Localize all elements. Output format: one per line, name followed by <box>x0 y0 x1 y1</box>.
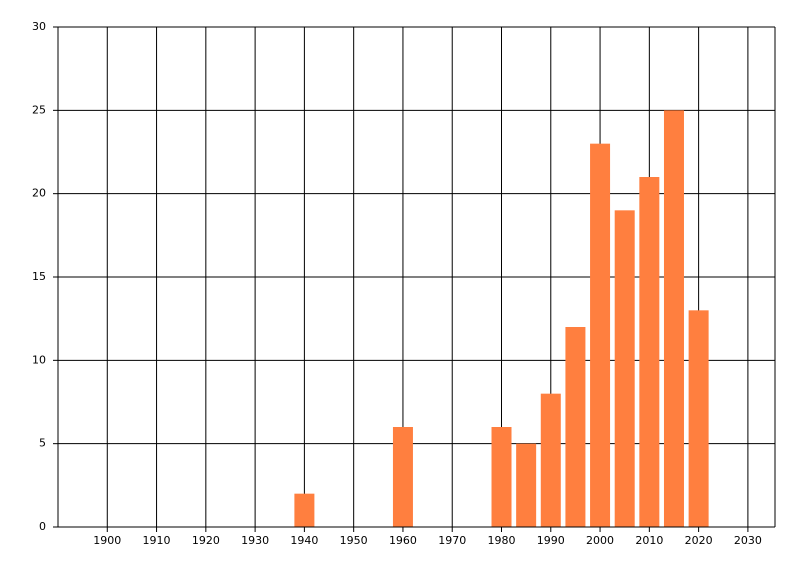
y-tick-label: 15 <box>32 270 46 283</box>
y-tick-label: 10 <box>32 353 46 366</box>
bar <box>614 210 635 528</box>
bar <box>565 327 586 527</box>
x-tick-label: 2010 <box>635 534 663 547</box>
bar <box>663 110 684 527</box>
x-tick-label: 2000 <box>586 534 614 547</box>
y-tick-label: 5 <box>39 437 46 450</box>
x-tick-label: 1920 <box>192 534 220 547</box>
bar <box>590 143 611 527</box>
x-tick-label: 1970 <box>438 534 466 547</box>
x-tick-label: 1930 <box>241 534 269 547</box>
bar <box>540 393 561 527</box>
y-tick-label: 25 <box>32 103 46 116</box>
x-tick-label: 1910 <box>143 534 171 547</box>
bar <box>491 427 512 527</box>
x-tick-label: 1960 <box>389 534 417 547</box>
x-tick-label: 1990 <box>537 534 565 547</box>
bar <box>294 493 315 527</box>
bar <box>516 443 537 527</box>
x-tick-label: 2020 <box>685 534 713 547</box>
bar <box>688 310 709 527</box>
x-tick-label: 1900 <box>93 534 121 547</box>
x-tick-label: 1980 <box>488 534 516 547</box>
y-tick-label: 30 <box>32 20 46 33</box>
x-tick-label: 1950 <box>340 534 368 547</box>
bar <box>639 177 660 527</box>
y-tick-label: 20 <box>32 187 46 200</box>
y-tick-label: 0 <box>39 520 46 533</box>
x-tick-label: 2030 <box>734 534 762 547</box>
x-tick-label: 1940 <box>290 534 318 547</box>
bar <box>392 427 413 527</box>
